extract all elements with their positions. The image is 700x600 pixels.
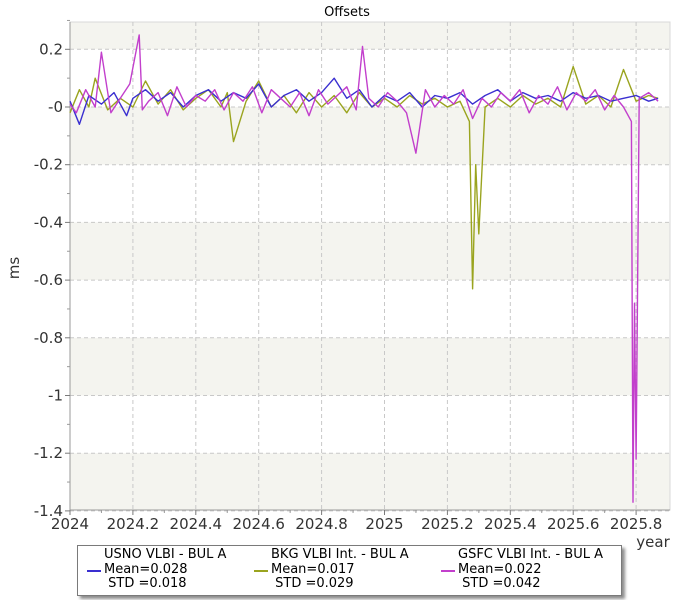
y-tick-label: 0.2 <box>39 40 63 58</box>
plot-band <box>70 107 670 165</box>
x-tick-label: 2024.6 <box>232 515 285 533</box>
plot-band <box>70 164 670 223</box>
plot-band <box>70 337 670 396</box>
y-tick-label: -0.8 <box>34 329 63 347</box>
x-tick-label: 2024 <box>51 515 89 533</box>
legend-swatch-gsfc <box>441 570 455 572</box>
y-tick-label: -1.2 <box>34 444 63 462</box>
legend-mean: Mean=0.028 <box>104 561 188 577</box>
plot-band <box>70 22 670 50</box>
x-tick-label: 2025 <box>365 515 403 533</box>
legend-std: STD =0.042 <box>458 576 541 591</box>
y-tick-label: -0 <box>48 98 63 116</box>
legend-mean: Mean=0.022 <box>458 561 542 577</box>
grid-lines <box>69 22 670 512</box>
legend: USNO VLBI - BUL A Mean=0.028 STD =0.018 … <box>77 545 622 596</box>
legend-series-name: BKG VLBI Int. - BUL A <box>271 547 409 562</box>
legend-series-name: GSFC VLBI Int. - BUL A <box>458 547 603 562</box>
plot-band <box>70 395 670 454</box>
y-tick-label: -0.2 <box>34 156 63 174</box>
x-tick-label: 2025.2 <box>421 515 474 533</box>
legend-swatch-bkg <box>254 570 268 572</box>
legend-item-bkg: BKG VLBI Int. - BUL A Mean=0.017 STD =0.… <box>252 547 409 592</box>
x-axis-label: year <box>636 533 670 551</box>
x-tick-label: 2025.8 <box>610 515 663 533</box>
plot-band <box>70 280 670 338</box>
chart-title: Offsets <box>324 5 370 20</box>
y-axis: 0.2 -0 -0.2 -0.4 -0.6 -0.8 -1 -1.2 -1.4 <box>34 19 71 520</box>
x-tick-label: 2024.8 <box>295 515 348 533</box>
plot-band <box>70 453 670 510</box>
x-tick-label: 2025.6 <box>547 515 600 533</box>
plot-background-bands <box>69 21 671 511</box>
series-usno-line <box>69 77 659 126</box>
x-tick-label: 2024.4 <box>170 515 223 533</box>
legend-series-name: USNO VLBI - BUL A <box>104 547 227 562</box>
plot-band <box>70 222 670 281</box>
legend-item-usno: USNO VLBI - BUL A Mean=0.028 STD =0.018 <box>85 547 227 592</box>
y-tick-label: -1.4 <box>34 502 63 520</box>
y-tick-label: -0.4 <box>34 213 63 231</box>
legend-item-gsfc: GSFC VLBI Int. - BUL A Mean=0.022 STD =0… <box>439 547 603 592</box>
x-axis: 2024 2024.2 2024.4 2024.6 2024.8 2025 2025.2 20… <box>51 509 670 533</box>
series-gsfc-line <box>69 34 659 503</box>
legend-std: STD =0.018 <box>104 576 187 591</box>
y-tick-label: -1 <box>48 387 63 405</box>
x-tick-label: 2025.4 <box>484 515 537 533</box>
series-lines <box>69 34 659 503</box>
legend-swatch-usno <box>87 570 101 572</box>
legend-mean: Mean=0.017 <box>271 561 355 577</box>
legend-std: STD =0.029 <box>271 576 354 591</box>
y-axis-label: ms <box>5 257 23 280</box>
x-tick-label: 2024.2 <box>107 515 160 533</box>
y-tick-label: -0.6 <box>34 271 63 289</box>
